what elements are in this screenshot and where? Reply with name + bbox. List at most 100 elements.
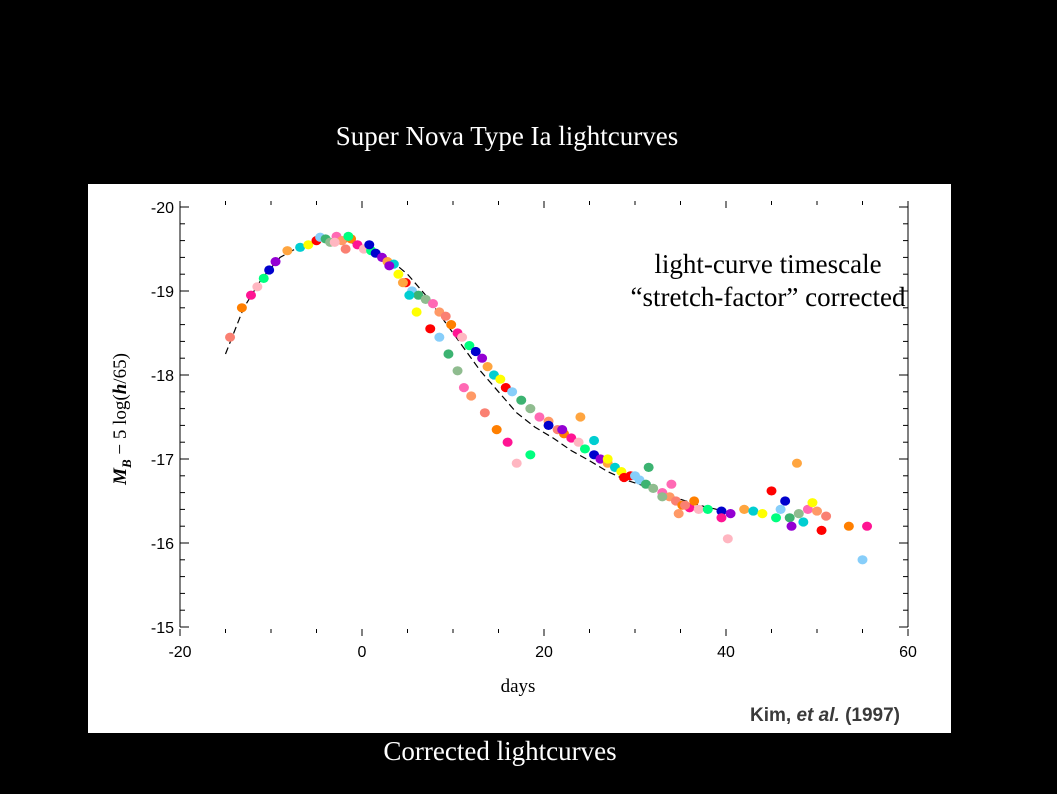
slide-caption: Corrected lightcurves xyxy=(383,736,617,766)
data-point xyxy=(602,454,613,464)
y-tick-label: -19 xyxy=(151,284,174,301)
data-point xyxy=(557,425,568,435)
data-point xyxy=(225,332,236,342)
data-point xyxy=(452,366,463,376)
data-point xyxy=(857,555,868,565)
data-point xyxy=(343,231,354,241)
data-point xyxy=(464,341,475,351)
x-tick-label: 60 xyxy=(899,644,917,661)
data-point xyxy=(862,521,873,531)
data-point xyxy=(495,374,506,384)
chart-panel: -20 -19 -18 -17 -16 -15 -20 0 20 40 60 light-curve… xyxy=(88,184,951,733)
data-point xyxy=(491,425,502,435)
data-point xyxy=(775,504,786,514)
x-tick-label: 0 xyxy=(358,644,367,661)
data-point xyxy=(543,420,554,430)
data-point xyxy=(245,290,256,300)
data-point xyxy=(258,273,269,283)
y-tick-label: -16 xyxy=(151,536,174,553)
y-tick-label: -18 xyxy=(151,368,174,385)
data-point xyxy=(812,506,822,516)
data-point xyxy=(329,237,340,247)
data-point xyxy=(446,320,457,330)
data-point xyxy=(397,278,408,288)
data-point xyxy=(573,437,584,447)
data-point xyxy=(798,517,809,527)
data-point xyxy=(843,521,854,531)
y-tick-label: -20 xyxy=(151,200,174,217)
data-point xyxy=(648,483,659,493)
data-point xyxy=(657,492,668,502)
lightcurve-chart: -20 -19 -18 -17 -16 -15 -20 0 20 40 60 light-curve… xyxy=(110,200,917,726)
data-point xyxy=(689,496,700,506)
data-point xyxy=(516,395,527,405)
data-point xyxy=(680,500,691,510)
data-point xyxy=(716,506,727,516)
data-point xyxy=(640,479,651,489)
y-tick-label: -15 xyxy=(151,620,174,637)
data-point xyxy=(466,391,477,401)
data-point xyxy=(807,498,818,508)
data-point xyxy=(252,282,263,292)
data-point xyxy=(340,244,351,254)
data-point xyxy=(766,486,777,496)
x-tick-label: -20 xyxy=(168,644,191,661)
data-point xyxy=(630,471,640,481)
template-curve xyxy=(224,238,718,510)
x-tick-label: 40 xyxy=(717,644,735,661)
y-tick-label: -17 xyxy=(151,452,174,469)
data-point xyxy=(791,458,802,468)
y-axis-label: MB − 5 log(h/65) xyxy=(110,353,134,486)
data-point xyxy=(479,408,490,418)
data-point xyxy=(725,509,736,519)
data-point xyxy=(264,265,275,275)
data-point xyxy=(427,299,438,309)
data-point xyxy=(579,444,590,454)
axes xyxy=(179,201,909,636)
data-point xyxy=(404,290,415,300)
data-point xyxy=(566,433,577,443)
data-point xyxy=(575,412,586,422)
citation: Kim, et al. (1997) xyxy=(750,705,900,726)
data-point xyxy=(393,269,404,279)
data-point xyxy=(784,513,795,523)
data-point xyxy=(434,332,445,342)
data-point xyxy=(786,521,797,531)
data-point xyxy=(458,383,469,393)
data-point xyxy=(384,261,395,271)
data-point xyxy=(364,240,375,250)
x-tick-label: 20 xyxy=(535,644,553,661)
data-point xyxy=(673,509,684,519)
data-point xyxy=(303,240,314,250)
data-point xyxy=(595,454,606,464)
data-point xyxy=(477,353,488,363)
data-point xyxy=(780,496,791,506)
data-point xyxy=(502,437,513,447)
data-points-layer xyxy=(225,231,873,565)
slide-title: Super Nova Type Ia lightcurves xyxy=(335,121,679,151)
data-point xyxy=(821,511,832,521)
data-point xyxy=(420,294,431,304)
data-point xyxy=(716,513,727,523)
template-curve-layer xyxy=(224,238,718,510)
data-point xyxy=(282,246,293,256)
data-point xyxy=(457,332,468,342)
data-point xyxy=(413,290,424,300)
data-point xyxy=(643,462,654,472)
data-point xyxy=(425,324,436,334)
data-point xyxy=(589,435,600,446)
data-point xyxy=(702,504,713,514)
data-point xyxy=(440,311,451,321)
data-point xyxy=(443,349,454,359)
data-point xyxy=(511,458,522,468)
data-point xyxy=(771,513,782,523)
data-point xyxy=(482,362,493,372)
data-point xyxy=(534,412,545,422)
data-point xyxy=(816,525,827,535)
data-point xyxy=(270,257,281,267)
data-point xyxy=(619,472,630,483)
data-point xyxy=(411,307,422,317)
data-point xyxy=(295,242,306,252)
data-point xyxy=(666,479,677,489)
data-point xyxy=(739,504,750,514)
